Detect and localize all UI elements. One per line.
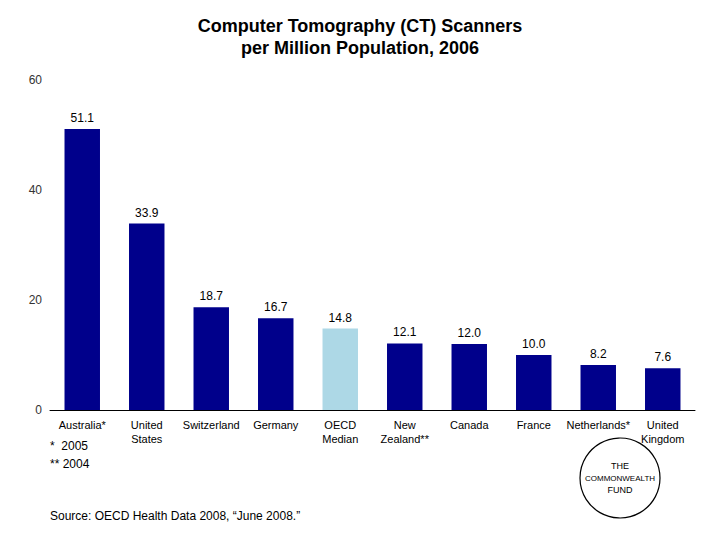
svg-text:France: France [517,419,551,431]
svg-text:60: 60 [29,73,43,87]
svg-text:7.6: 7.6 [654,350,671,364]
svg-text:12.1: 12.1 [393,325,417,339]
svg-text:Source: OECD Health Data 2008,: Source: OECD Health Data 2008, “June 200… [50,509,300,523]
svg-text:States: States [131,433,163,445]
svg-text:10.0: 10.0 [522,337,546,351]
svg-text:THE: THE [611,461,629,471]
svg-text:COMMONWEALTH: COMMONWEALTH [585,474,655,483]
svg-text:Switzerland: Switzerland [183,419,240,431]
svg-text:8.2: 8.2 [590,347,607,361]
svg-text:14.8: 14.8 [329,311,353,325]
svg-text:United: United [647,419,679,431]
svg-text:New: New [394,419,416,431]
svg-text:Germany: Germany [253,419,299,431]
svg-text:Median: Median [322,433,358,445]
svg-text:Canada: Canada [450,419,489,431]
svg-text:United: United [131,419,163,431]
svg-text:per Million Population, 2006: per Million Population, 2006 [241,38,479,58]
svg-text:Netherlands*: Netherlands* [566,419,630,431]
svg-text:Australia*: Australia* [59,419,107,431]
svg-text:33.9: 33.9 [135,206,159,220]
svg-text:12.0: 12.0 [458,326,482,340]
svg-text:0: 0 [35,403,42,417]
svg-text:18.7: 18.7 [200,289,224,303]
svg-text:OECD: OECD [324,419,356,431]
svg-text:51.1: 51.1 [71,111,95,125]
svg-text:20: 20 [29,293,43,307]
svg-text:16.7: 16.7 [264,300,288,314]
svg-text:FUND: FUND [608,485,633,495]
svg-text:Zealand**: Zealand** [381,433,430,445]
svg-text:Kingdom: Kingdom [641,433,684,445]
svg-text:Computer Tomography (CT) Scann: Computer Tomography (CT) Scanners [198,16,523,36]
svg-text:** 2004: ** 2004 [50,457,90,471]
svg-text:40: 40 [29,183,43,197]
svg-text:* 2005: * 2005 [50,439,88,453]
